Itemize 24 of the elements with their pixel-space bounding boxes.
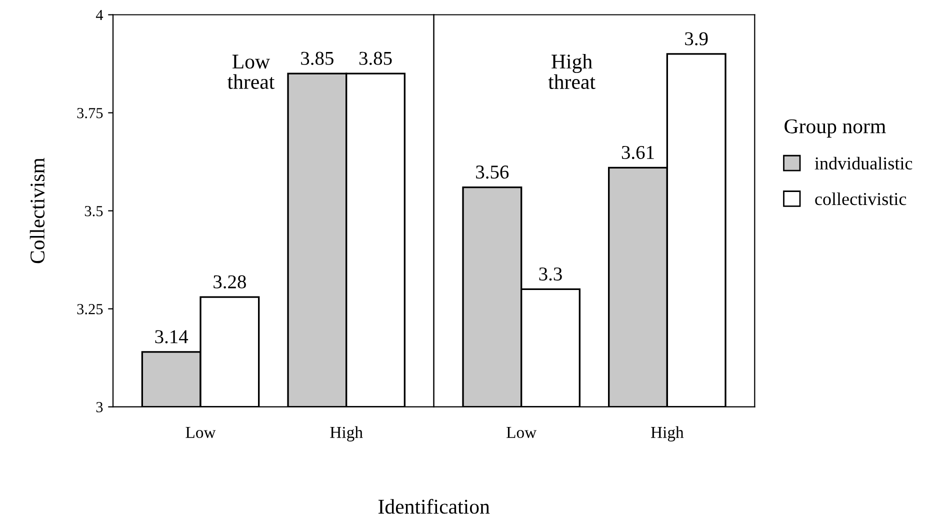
legend-label: indvidualistic	[814, 156, 912, 170]
x-tick-label: High	[330, 426, 363, 442]
y-tick-label: 3.25	[77, 304, 103, 314]
y-tick-label: 3.5	[84, 206, 103, 216]
data-label: 3.61	[622, 146, 654, 160]
data-label: 3.28	[214, 275, 246, 288]
annotation: High threat	[548, 54, 596, 90]
x-tick-label: High	[650, 426, 684, 442]
y-axis-title: Collectivism	[30, 158, 45, 264]
data-label: 3.9	[685, 32, 708, 46]
data-label: 3.85	[359, 52, 392, 65]
y-tick-label: 4	[96, 10, 104, 20]
data-label: 3.14	[155, 330, 188, 344]
data-label: 3.85	[301, 52, 334, 65]
legend-label: collectivistic	[815, 192, 906, 206]
legend-title: Group norm	[784, 119, 886, 138]
x-axis-title: Identification	[378, 498, 490, 514]
data-label: 3.3	[539, 267, 562, 281]
y-tick-label: 3	[96, 402, 103, 412]
x-tick-label: Low	[506, 426, 537, 438]
data-label: 3.56	[476, 166, 509, 179]
x-tick-label: Low	[186, 426, 216, 438]
y-tick-label: 3.75	[77, 108, 103, 118]
annotation: Low threat	[227, 54, 275, 89]
